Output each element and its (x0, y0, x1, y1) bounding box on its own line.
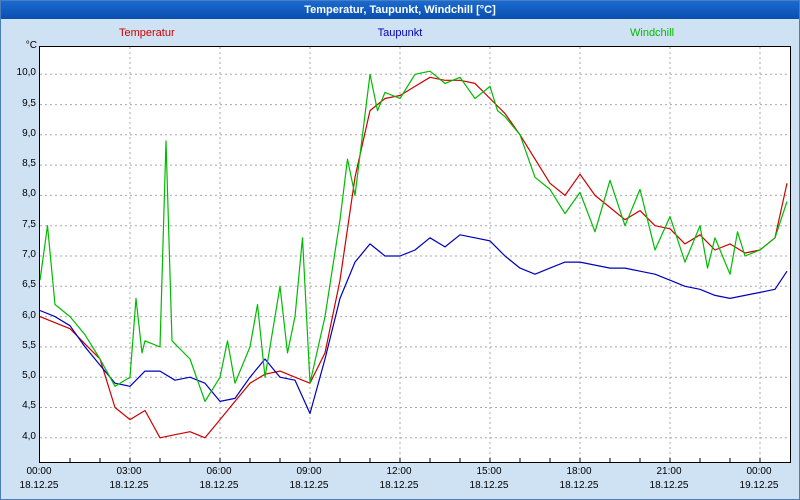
x-tick-time-label: 12:00 (386, 466, 412, 477)
y-tick-label: 9,0 (22, 127, 36, 139)
x-tick-date-label: 18.12.25 (109, 480, 149, 491)
x-tick-date-label: 18.12.25 (19, 480, 59, 491)
x-tick-date-label: 18.12.25 (379, 480, 419, 491)
legend-label-temperatur: Temperatur (119, 27, 175, 39)
x-tick-time-label: 00:00 (26, 466, 52, 477)
x-tick-time-label: 06:00 (206, 466, 232, 477)
x-tick-date-label: 18.12.25 (559, 480, 599, 491)
x-tick-time-label: 09:00 (296, 466, 322, 477)
x-tick-time-label: 21:00 (656, 466, 682, 477)
x-tick-time-label: 03:00 (116, 466, 142, 477)
x-tick-date-label: 18.12.25 (469, 480, 509, 491)
y-tick-label: 10,0 (16, 67, 36, 79)
y-tick-label: 7,0 (22, 249, 36, 260)
y-tick-label: 9,5 (22, 97, 36, 109)
legend-label-windchill: Windchill (630, 27, 675, 39)
y-tick-label: 8,5 (22, 158, 36, 170)
y-tick-label: 5,0 (22, 370, 36, 382)
x-tick-time-label: 18:00 (566, 466, 592, 477)
window-titlebar[interactable]: Temperatur, Taupunkt, Windchill [°C] (1, 1, 799, 19)
x-tick-date-label: 18.12.25 (649, 480, 689, 491)
y-tick-label: 5,5 (22, 339, 36, 351)
x-tick-time-label: 15:00 (476, 466, 502, 477)
y-tick-label: 6,0 (22, 309, 36, 321)
y-tick-label: 6,5 (22, 279, 36, 291)
legend-label-taupunkt: Taupunkt (377, 27, 423, 39)
chart-canvas (40, 47, 790, 462)
x-tick-date-label: 18.12.25 (289, 480, 329, 491)
x-tick-date-label: 19.12.25 (739, 480, 779, 491)
y-tick-label: 8,0 (22, 188, 36, 200)
y-tick-label: 4,5 (22, 400, 36, 412)
y-tick-label: 7,5 (22, 218, 36, 230)
y-tick-label: 4,0 (22, 430, 36, 442)
chart-plot-area (39, 46, 791, 463)
x-tick-time-label: 00:00 (746, 466, 772, 477)
x-tick-date-label: 18.12.25 (199, 480, 239, 491)
y-axis-unit-label: °C (25, 40, 37, 51)
